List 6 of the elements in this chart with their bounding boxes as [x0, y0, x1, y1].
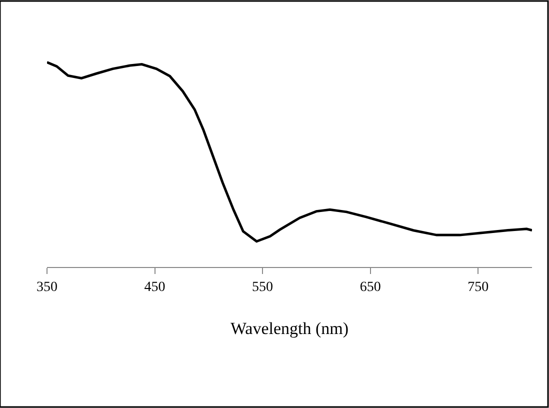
x-axis-title: Wavelength (nm) [230, 319, 349, 338]
x-tick-label: 550 [252, 280, 274, 295]
x-tick-label: 650 [360, 280, 381, 295]
x-tick-label: 350 [36, 280, 58, 295]
x-tick-label: 750 [468, 280, 489, 295]
x-tick-label: 450 [144, 280, 166, 295]
